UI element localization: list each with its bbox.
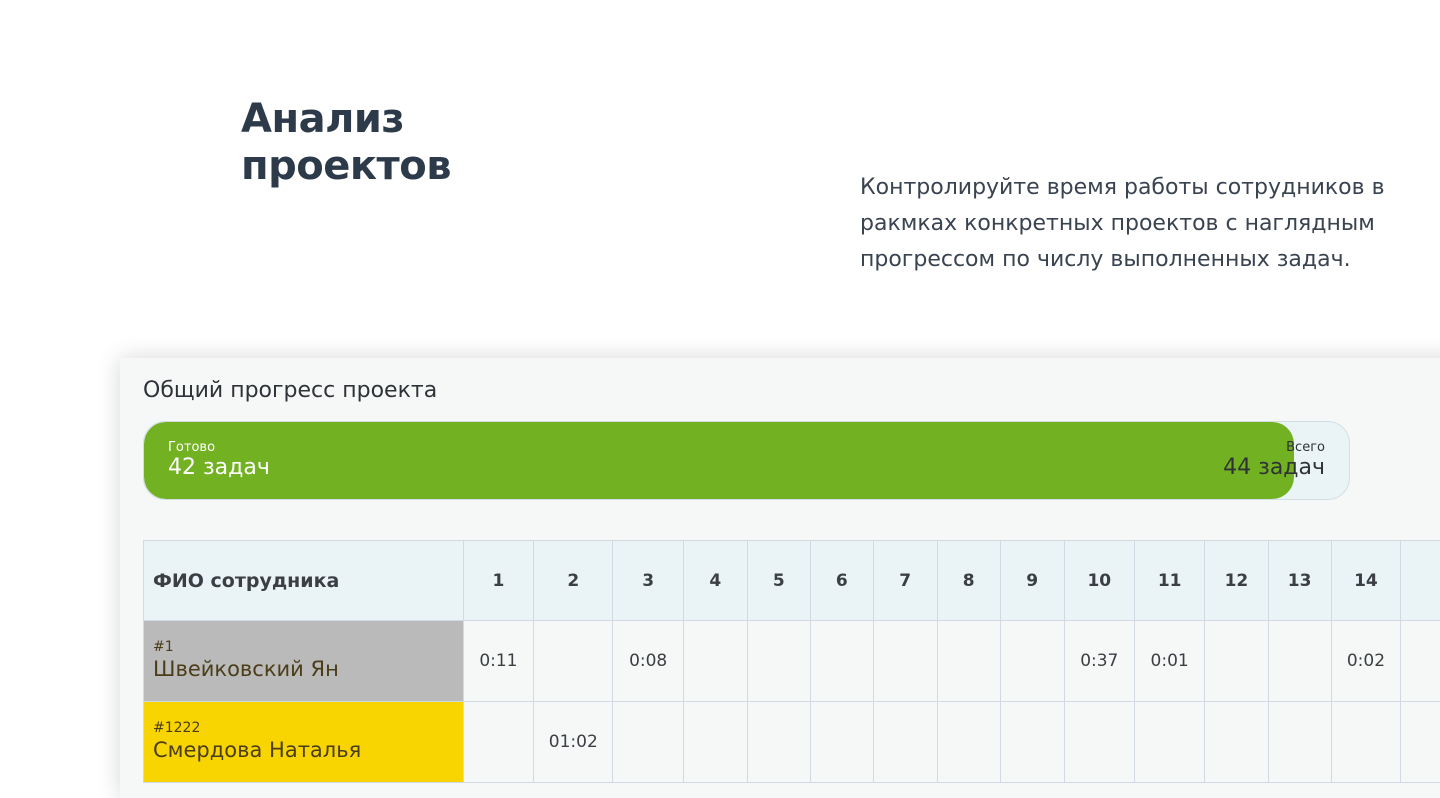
day-header: 1 bbox=[463, 541, 533, 621]
time-cell bbox=[747, 702, 810, 783]
time-cell bbox=[463, 702, 533, 783]
title-line-2: проектов bbox=[241, 143, 451, 190]
time-cell bbox=[1268, 702, 1331, 783]
time-cell: 0:08 bbox=[613, 621, 683, 702]
time-cell bbox=[1205, 621, 1268, 702]
time-cell bbox=[937, 702, 1000, 783]
day-header: 6 bbox=[810, 541, 873, 621]
time-cell: 0:02 bbox=[1331, 621, 1400, 702]
progress-fill bbox=[144, 422, 1294, 499]
time-cell bbox=[1205, 702, 1268, 783]
day-header: 8 bbox=[937, 541, 1000, 621]
time-cell: 0:11 bbox=[463, 621, 533, 702]
time-cell bbox=[1268, 621, 1331, 702]
name-header: ФИО сотрудника bbox=[144, 541, 464, 621]
time-cell bbox=[747, 621, 810, 702]
day-header: 14 bbox=[1331, 541, 1400, 621]
time-cell bbox=[683, 621, 747, 702]
total-label: Всего bbox=[1223, 440, 1325, 455]
day-header: 9 bbox=[1000, 541, 1064, 621]
time-cell bbox=[937, 621, 1000, 702]
time-cell bbox=[1064, 702, 1134, 783]
time-cell bbox=[1000, 702, 1064, 783]
time-cell: 01:02 bbox=[534, 702, 613, 783]
employee-name: Швейковский Ян bbox=[153, 655, 463, 683]
done-label: Готово bbox=[168, 440, 270, 455]
time-cell: 0:37 bbox=[1064, 621, 1134, 702]
employee-name: Смердова Наталья bbox=[153, 736, 463, 764]
title-line-1: Анализ bbox=[241, 96, 451, 143]
employee-id: #1 bbox=[153, 639, 463, 655]
time-cell bbox=[1401, 702, 1440, 783]
employee-id: #1222 bbox=[153, 720, 463, 736]
time-cell bbox=[534, 621, 613, 702]
time-cell bbox=[683, 702, 747, 783]
time-cell bbox=[810, 702, 873, 783]
time-cell: 0:01 bbox=[1134, 621, 1204, 702]
time-cell bbox=[810, 621, 873, 702]
panel-title: Общий прогресс проекта bbox=[143, 378, 437, 403]
day-header bbox=[1401, 541, 1440, 621]
day-header: 13 bbox=[1268, 541, 1331, 621]
day-header: 4 bbox=[683, 541, 747, 621]
time-cell bbox=[1401, 621, 1440, 702]
day-header: 7 bbox=[873, 541, 937, 621]
time-cell bbox=[873, 621, 937, 702]
time-cell bbox=[1000, 621, 1064, 702]
total-value: 44 задач bbox=[1223, 455, 1325, 481]
day-header: 11 bbox=[1134, 541, 1204, 621]
description: Контролируйте время работы сотрудников в… bbox=[860, 170, 1420, 278]
time-cell bbox=[1134, 702, 1204, 783]
done-value: 42 задач bbox=[168, 455, 270, 481]
day-header: 12 bbox=[1205, 541, 1268, 621]
day-header: 3 bbox=[613, 541, 683, 621]
time-cell bbox=[873, 702, 937, 783]
time-cell bbox=[613, 702, 683, 783]
time-cell bbox=[1331, 702, 1400, 783]
day-header: 5 bbox=[747, 541, 810, 621]
day-header: 2 bbox=[534, 541, 613, 621]
day-header: 10 bbox=[1064, 541, 1134, 621]
